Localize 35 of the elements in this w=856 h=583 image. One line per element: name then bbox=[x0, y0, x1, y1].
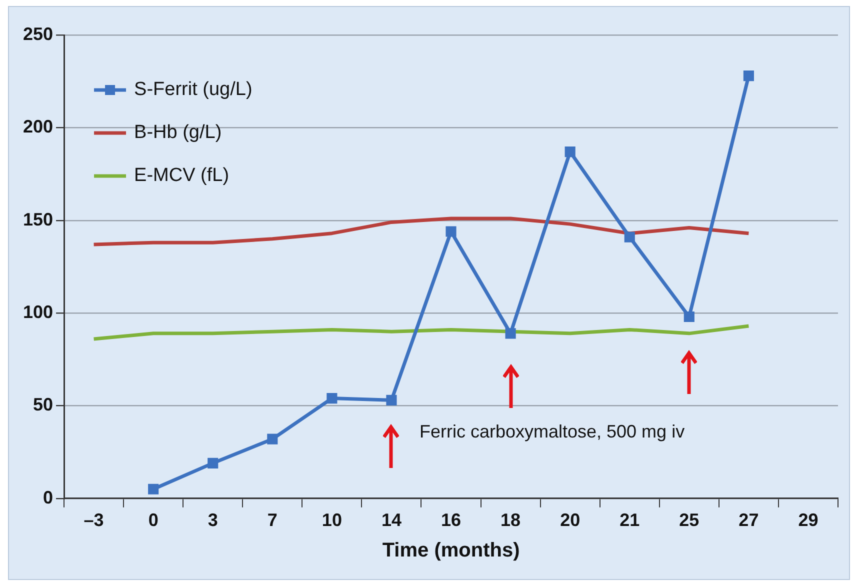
point bbox=[564, 146, 576, 158]
point bbox=[743, 70, 754, 82]
point bbox=[267, 434, 278, 444]
x-tick-label: 10 bbox=[322, 510, 342, 530]
y-tick-label: 0 bbox=[43, 487, 54, 508]
annotation: Ferric carboxymaltose, 500 mg iv bbox=[419, 421, 685, 442]
y-tick-label: 200 bbox=[22, 116, 54, 137]
legend-label: S-Ferrit (ug/L) bbox=[134, 79, 252, 100]
x-tick-label: 7 bbox=[267, 510, 278, 530]
point bbox=[624, 232, 635, 242]
x-tick-label: 25 bbox=[679, 510, 700, 530]
legend-label: B-Hb (g/L) bbox=[134, 122, 222, 144]
x-tick-label: 27 bbox=[738, 510, 759, 530]
y-tick-label: 100 bbox=[22, 302, 54, 322]
y-tick-label: 50 bbox=[33, 394, 54, 415]
y-tick-label: 250 bbox=[22, 24, 54, 44]
x-tick-label: 18 bbox=[500, 510, 521, 530]
point bbox=[326, 393, 338, 404]
x-tick-label: 21 bbox=[620, 510, 640, 530]
point bbox=[148, 484, 159, 494]
x-axis-title: Time (months) bbox=[382, 540, 520, 562]
x-tick-label: 16 bbox=[441, 510, 462, 530]
x-tick-label: 20 bbox=[560, 510, 580, 530]
point bbox=[446, 226, 456, 237]
x-tick-label: –3 bbox=[84, 510, 104, 530]
legend-label: E-MCV (fL) bbox=[134, 165, 230, 186]
point bbox=[386, 394, 397, 406]
x-tick-label: 14 bbox=[381, 510, 402, 530]
point bbox=[505, 328, 516, 339]
point bbox=[684, 311, 694, 322]
x-tick-label: 3 bbox=[208, 510, 218, 530]
x-tick-label: 29 bbox=[798, 510, 818, 530]
y-tick-label: 150 bbox=[22, 209, 54, 230]
x-tick-label: 0 bbox=[148, 510, 158, 530]
point bbox=[208, 458, 218, 468]
